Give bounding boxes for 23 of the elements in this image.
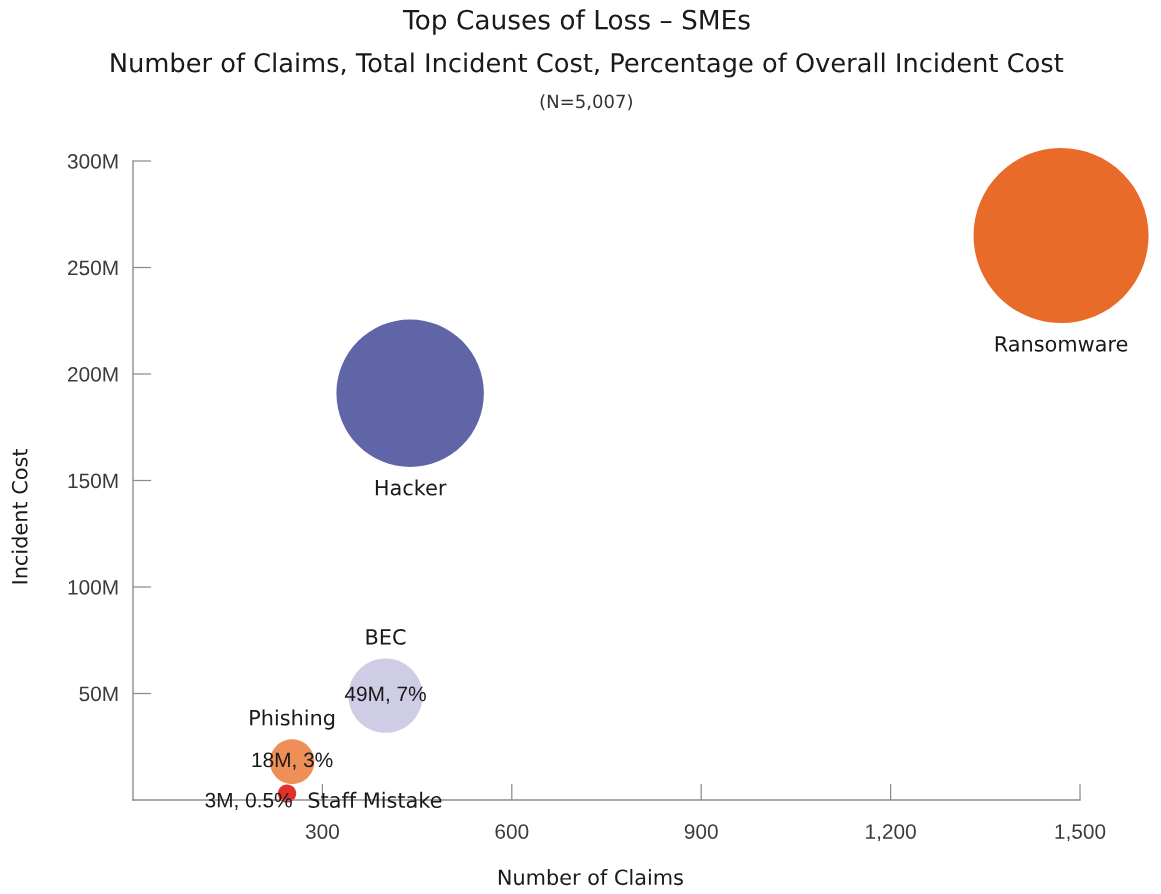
y-tick-label: 250M — [68, 260, 118, 276]
data-label: 3M, 0.5% — [205, 792, 292, 810]
series-label: BEC — [366, 628, 406, 645]
x-tick-label: 900 — [684, 824, 718, 839]
series-label: Staff Mistake — [308, 791, 442, 808]
series-label: Ransomware — [995, 336, 1128, 352]
x-tick-label: 300 — [305, 824, 339, 839]
y-axis-title: Incident Cost — [11, 448, 28, 584]
x-tick-label: 600 — [495, 824, 529, 839]
x-tick-label: 1,200 — [866, 824, 916, 842]
x-axis-title: Number of Claims — [498, 869, 683, 886]
y-tick-label: 150M — [68, 473, 118, 489]
series-label: Phishing — [250, 709, 335, 730]
text: (N=5,007) — [540, 94, 632, 111]
data-label: 49M, 7% — [344, 686, 426, 704]
chart-subtitle: Number of Claims, Total Incident Cost, Percentage of Overall Incident Cost — [111, 52, 1064, 78]
y-tick-label: 50M — [79, 686, 118, 702]
y-tick-label: 200M — [68, 367, 118, 382]
chart-title: Top Causes of Loss – SMEs — [402, 9, 750, 35]
y-tick-label: 300M — [67, 154, 118, 169]
series-label: Hacker — [375, 479, 447, 496]
y-tick-label: 100M — [68, 580, 118, 595]
x-tick-label: 1,500 — [1055, 824, 1106, 842]
